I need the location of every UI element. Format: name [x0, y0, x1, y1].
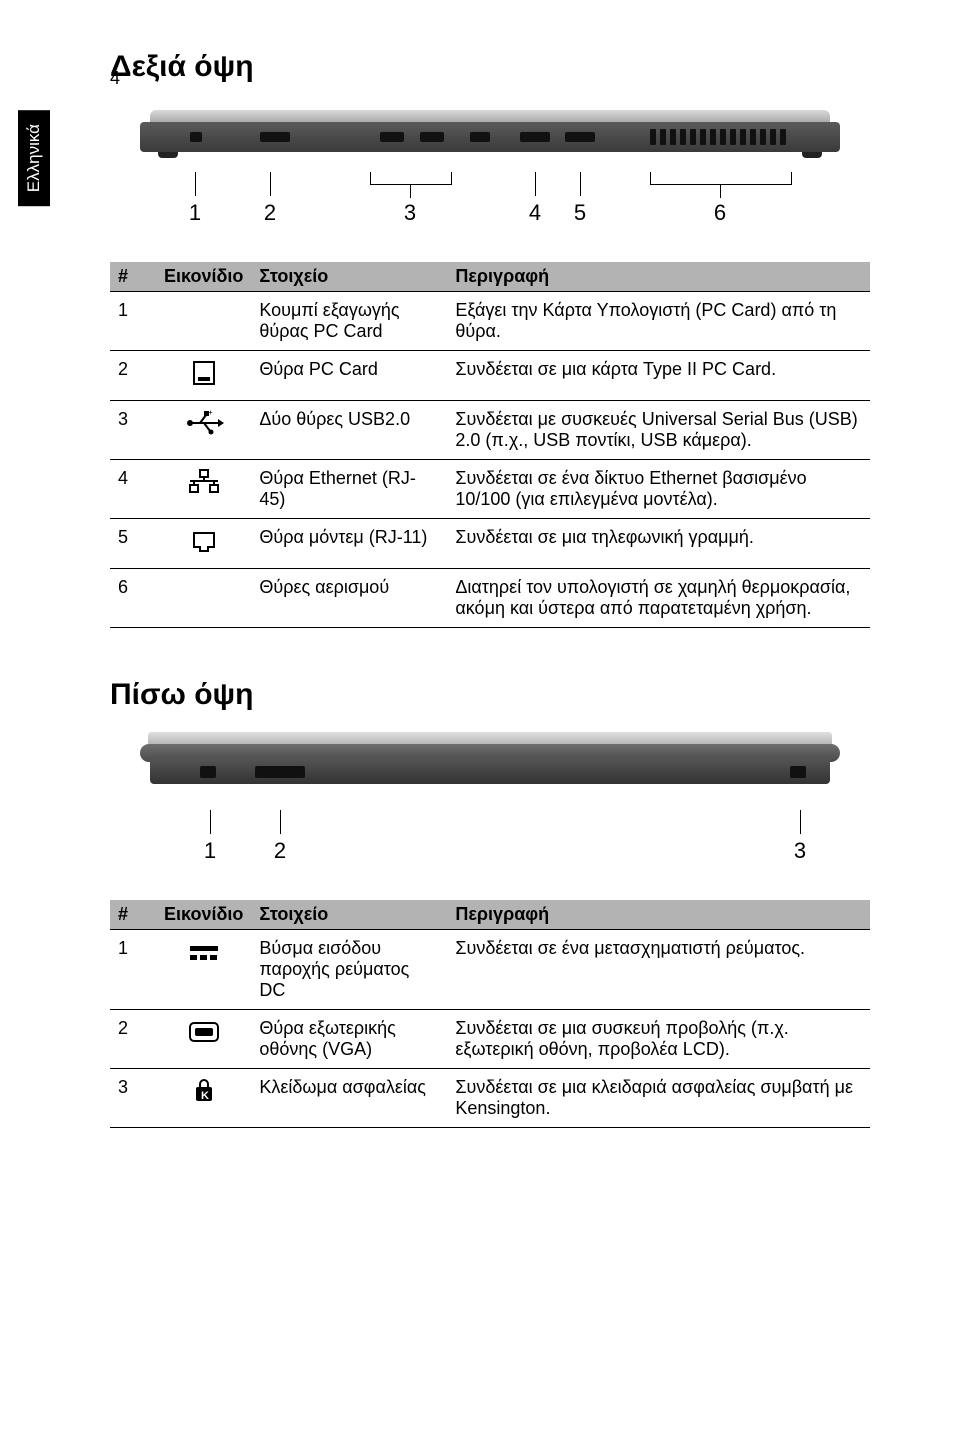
- cell-num: 5: [110, 519, 156, 569]
- table-row: 2 Θύρα εξωτερικής οθόνης (VGA) Συνδέεται…: [110, 1010, 870, 1069]
- cell-desc: Συνδέεται σε μια συσκευή προβολής (π.χ. …: [447, 1010, 870, 1069]
- svg-text:+: +: [208, 409, 213, 417]
- language-tab: Ελληνικά: [18, 110, 50, 206]
- table-row: 6 Θύρες αερισμού Διατηρεί τον υπολογιστή…: [110, 569, 870, 628]
- callout-number: 2: [274, 838, 286, 864]
- callout-number: 5: [574, 200, 586, 226]
- cell-icon: [156, 569, 251, 628]
- cell-item: Θύρα μόντεμ (RJ-11): [251, 519, 447, 569]
- laptop-side-illustration: [140, 104, 840, 164]
- table-header-row: # Εικονίδιο Στοιχείο Περιγραφή: [110, 262, 870, 292]
- cell-icon: K: [156, 1069, 251, 1128]
- cell-icon: [156, 519, 251, 569]
- svg-text:K: K: [201, 1090, 209, 1102]
- cell-item: Θύρες αερισμού: [251, 569, 447, 628]
- cell-item: Θύρα εξωτερικής οθόνης (VGA): [251, 1010, 447, 1069]
- cell-num: 2: [110, 351, 156, 401]
- page: 4 Ελληνικά Δεξιά όψη 123456 # Εικονίδιο …: [0, 50, 960, 1441]
- cell-desc: Εξάγει την Κάρτα Υπολογιστή (PC Card) απ…: [447, 292, 870, 351]
- table-row: 3 K Κλείδωμα ασφαλείας Συνδέεται σε μια …: [110, 1069, 870, 1128]
- th-item: Στοιχείο: [251, 900, 447, 930]
- cell-desc: Συνδέεται σε μια κάρτα Type II PC Card.: [447, 351, 870, 401]
- th-num: #: [110, 900, 156, 930]
- callouts-rear-view: 1 2 3: [140, 810, 840, 870]
- callout-number: 2: [264, 200, 276, 226]
- cell-icon: [156, 351, 251, 401]
- th-icon: Εικονίδιο: [156, 900, 251, 930]
- cell-desc: Συνδέεται σε ένα δίκτυο Ethernet βασισμέ…: [447, 460, 870, 519]
- cell-icon: [156, 460, 251, 519]
- callout-number: 3: [794, 838, 806, 864]
- table-right-view: # Εικονίδιο Στοιχείο Περιγραφή 1 Κουμπί …: [110, 262, 870, 628]
- section1-title: Δεξιά όψη: [110, 50, 870, 84]
- cell-num: 3: [110, 401, 156, 460]
- cell-num: 6: [110, 569, 156, 628]
- cell-icon: [156, 292, 251, 351]
- cell-icon: [156, 1010, 251, 1069]
- th-item: Στοιχείο: [251, 262, 447, 292]
- callout-number: 6: [714, 200, 726, 226]
- table-row: 3 + Δύο θύρες USB2.0 Συνδέεται με συσκευ…: [110, 401, 870, 460]
- table-row: 4 Θύρα Ethernet (RJ-45) Συνδέεται σε ένα…: [110, 460, 870, 519]
- table-row: 5 Θύρα μόντεμ (RJ-11) Συνδέεται σε μια τ…: [110, 519, 870, 569]
- table-row: 1 Βύσμα εισόδου παροχής ρεύματος DC Συνδ…: [110, 930, 870, 1010]
- cell-desc: Συνδέεται σε μια τηλεφωνική γραμμή.: [447, 519, 870, 569]
- page-number: 4: [110, 68, 120, 89]
- table-header-row: # Εικονίδιο Στοιχείο Περιγραφή: [110, 900, 870, 930]
- th-num: #: [110, 262, 156, 292]
- callout-number: 3: [404, 200, 416, 226]
- callouts-right-view: 1 2 3 4 5 6: [140, 172, 840, 232]
- cell-num: 1: [110, 930, 156, 1010]
- cell-desc: Συνδέεται σε ένα μετασχηματιστή ρεύματος…: [447, 930, 870, 1010]
- th-desc: Περιγραφή: [447, 900, 870, 930]
- table-row: 2 Θύρα PC Card Συνδέεται σε μια κάρτα Ty…: [110, 351, 870, 401]
- cell-item: Βύσμα εισόδου παροχής ρεύματος DC: [251, 930, 447, 1010]
- cell-item: Κλείδωμα ασφαλείας: [251, 1069, 447, 1128]
- table-row: 1 Κουμπί εξαγωγής θύρας PC Card Εξάγει τ…: [110, 292, 870, 351]
- cell-icon: [156, 930, 251, 1010]
- callout-number: 4: [529, 200, 541, 226]
- callout-number: 1: [189, 200, 201, 226]
- th-icon: Εικονίδιο: [156, 262, 251, 292]
- cell-num: 3: [110, 1069, 156, 1128]
- callout-number: 1: [204, 838, 216, 864]
- section2-title: Πίσω όψη: [110, 678, 870, 712]
- cell-desc: Διατηρεί τον υπολογιστή σε χαμηλή θερμοκ…: [447, 569, 870, 628]
- th-desc: Περιγραφή: [447, 262, 870, 292]
- laptop-rear-illustration: [140, 732, 840, 802]
- cell-num: 2: [110, 1010, 156, 1069]
- cell-item: Θύρα PC Card: [251, 351, 447, 401]
- cell-desc: Συνδέεται σε μια κλειδαριά ασφαλείας συμ…: [447, 1069, 870, 1128]
- cell-desc: Συνδέεται με συσκευές Universal Serial B…: [447, 401, 870, 460]
- cell-item: Θύρα Ethernet (RJ-45): [251, 460, 447, 519]
- cell-num: 4: [110, 460, 156, 519]
- cell-num: 1: [110, 292, 156, 351]
- figure-rear-view: 1 2 3: [110, 732, 870, 870]
- figure-right-view: 1 2 3 4 5 6: [110, 104, 870, 232]
- table-rear-view: # Εικονίδιο Στοιχείο Περιγραφή 1 Βύσμα ε…: [110, 900, 870, 1128]
- cell-item: Κουμπί εξαγωγής θύρας PC Card: [251, 292, 447, 351]
- cell-icon: +: [156, 401, 251, 460]
- cell-item: Δύο θύρες USB2.0: [251, 401, 447, 460]
